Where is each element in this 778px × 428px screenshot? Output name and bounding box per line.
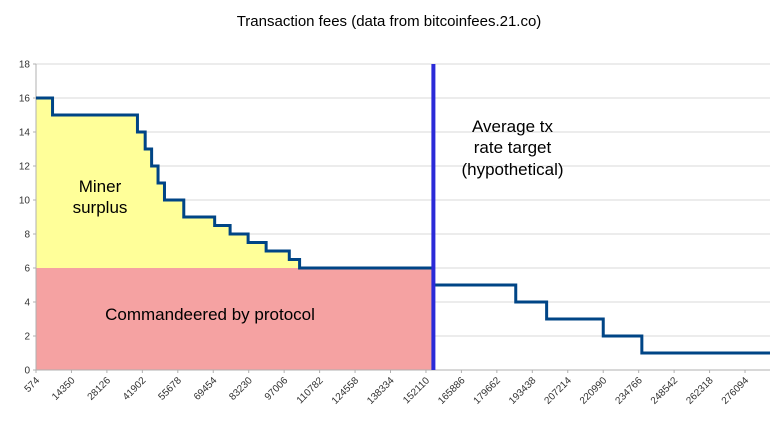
x-tick-label: 124558 — [330, 375, 362, 407]
x-tick-label: 248542 — [649, 375, 681, 407]
x-tick-label: 138334 — [365, 375, 397, 407]
x-tick-label: 220990 — [578, 375, 610, 407]
annotation-avg-tx-rate-target-line2: rate target — [473, 138, 552, 158]
x-tick-label: 234766 — [613, 375, 645, 407]
y-tick-label: 10 — [19, 196, 31, 207]
x-tick-label: 262318 — [684, 375, 716, 407]
annotation-avg-tx-rate-target-line3: (hypothetical) — [461, 159, 564, 179]
y-tick-label: 18 — [19, 60, 31, 71]
y-tick-label: 0 — [24, 366, 30, 377]
y-tick-label: 8 — [24, 230, 30, 241]
x-tick-label: 28126 — [86, 375, 114, 403]
y-tick-label: 16 — [19, 94, 31, 105]
x-tick-label: 69454 — [192, 375, 220, 403]
y-tick-label: 4 — [24, 298, 30, 309]
x-tick-label: 193438 — [507, 375, 539, 407]
chart-title: Transaction fees (data from bitcoinfees.… — [236, 13, 542, 30]
x-tick-label: 152110 — [401, 375, 432, 406]
annotation-avg-tx-rate-target: Average tx rate target (hypothetical) — [420, 116, 605, 180]
fee-step-line — [36, 96, 770, 355]
x-tick-label: 83230 — [227, 375, 255, 403]
x-tick-label: 207214 — [543, 375, 575, 407]
y-tick-label: 6 — [24, 264, 30, 275]
x-tick-label: 110782 — [295, 375, 326, 406]
y-tick-label: 14 — [19, 128, 31, 139]
x-tick-label: 97006 — [263, 375, 291, 403]
x-tick-label: 165886 — [436, 375, 468, 407]
protocol-area — [36, 268, 434, 370]
miner-surplus-area — [36, 98, 434, 268]
x-tick-label: 179662 — [472, 375, 504, 407]
annotation-commandeered-by-protocol: Commandeered by protocol — [105, 305, 315, 324]
annotation-miner-surplus: Miner surplus — [40, 176, 160, 219]
x-tick-label: 14350 — [50, 375, 78, 403]
annotation-avg-tx-rate-target-line1: Average tx — [472, 117, 553, 136]
x-tick-label: 55678 — [156, 375, 184, 403]
annotation-miner-surplus-line1: Miner — [78, 177, 122, 196]
y-tick-label: 2 — [24, 332, 30, 343]
annotation-miner-surplus-line2: surplus — [72, 198, 128, 218]
x-tick-label: 276094 — [720, 375, 752, 407]
y-tick-label: 12 — [19, 162, 31, 173]
x-tick-label: 41902 — [121, 375, 149, 403]
x-tick-label: 574 — [23, 375, 43, 395]
